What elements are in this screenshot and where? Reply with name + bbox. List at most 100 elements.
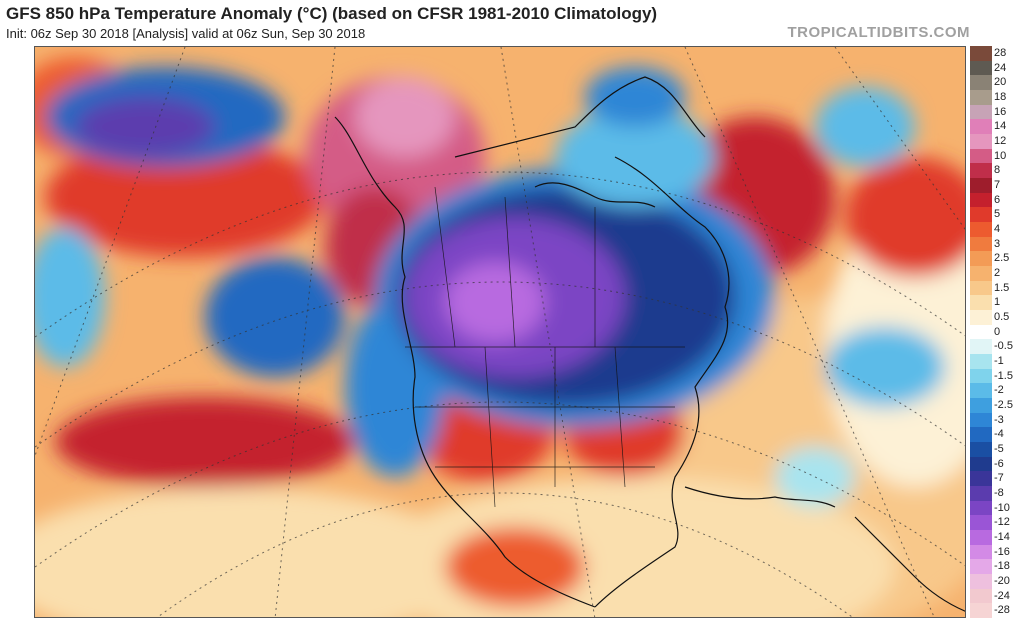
legend-item: -2.5 (970, 398, 1024, 413)
legend-label: -28 (994, 604, 1010, 617)
legend-item: -7 (970, 471, 1024, 486)
legend-label: -20 (994, 575, 1010, 587)
legend-label: 16 (994, 105, 1007, 118)
legend-label: -1 (994, 355, 1004, 367)
legend-swatch (970, 530, 992, 545)
legend-swatch (970, 148, 992, 164)
anomaly-map (34, 46, 966, 618)
legend-swatch (970, 192, 992, 208)
legend-item: 3 (970, 236, 1024, 252)
legend-swatch (970, 75, 992, 90)
legend-item: -12 (970, 515, 1024, 530)
legend-item: 0 (970, 324, 1024, 340)
legend-item: -14 (970, 530, 1024, 545)
legend-item: -6 (970, 456, 1024, 472)
legend-swatch (970, 500, 992, 516)
legend-label: -7 (994, 472, 1004, 485)
legend-item: -0.5 (970, 339, 1024, 354)
legend-swatch (970, 236, 992, 252)
legend-item: -10 (970, 500, 1024, 516)
legend-label: 0.5 (994, 311, 1010, 323)
legend-swatch (970, 427, 992, 442)
legend-item: 14 (970, 119, 1024, 134)
legend-label: 24 (994, 61, 1007, 74)
brand-watermark: TROPICALTIDBITS.COM (787, 24, 970, 41)
political-borders (405, 186, 685, 508)
legend-label: -5 (994, 443, 1004, 455)
legend-swatch (970, 295, 992, 310)
legend-label: -8 (994, 487, 1004, 499)
legend-item: 1 (970, 295, 1024, 310)
legend-swatch (970, 222, 992, 237)
map-graphic (35, 47, 965, 617)
legend-swatch (970, 60, 992, 76)
legend-label: 1.5 (994, 281, 1010, 294)
legend-item: -20 (970, 574, 1024, 589)
legend-swatch (970, 90, 992, 105)
legend-label: -24 (994, 589, 1010, 602)
legend-item: -2 (970, 383, 1024, 398)
legend-label: 5 (994, 208, 1001, 221)
legend-swatch (970, 251, 992, 266)
legend-item: 7 (970, 178, 1024, 193)
legend-swatch (970, 339, 992, 354)
legend-swatch (970, 574, 992, 589)
legend-label: -2.5 (994, 399, 1013, 411)
legend-label: -2 (994, 384, 1004, 397)
legend-label: 4 (994, 223, 1001, 235)
legend-item: 8 (970, 163, 1024, 178)
legend-swatch (970, 412, 992, 428)
legend-label: 3 (994, 237, 1001, 250)
legend-swatch (970, 178, 992, 193)
legend-item: -8 (970, 486, 1024, 501)
legend-item: -3 (970, 412, 1024, 428)
legend-item: -1.5 (970, 368, 1024, 384)
legend-label: 18 (994, 91, 1007, 103)
legend-swatch (970, 471, 992, 486)
legend-item: 2.5 (970, 251, 1024, 266)
legend-item: 1.5 (970, 280, 1024, 296)
color-legend: 28 24 20 18 16 14 12 10 8 7 6 5 4 3 2.5 2 1.5 1 0.5 0 -0.5 -1… (970, 46, 1024, 618)
legend-label: 20 (994, 76, 1007, 89)
legend-item: 2 (970, 266, 1024, 281)
legend-item: 28 (970, 46, 1024, 61)
legend-swatch (970, 544, 992, 560)
map-subtitle: Init: 06z Sep 30 2018 [Analysis] valid a… (6, 26, 366, 41)
legend-swatch (970, 559, 992, 574)
legend-swatch (970, 442, 992, 457)
legend-item: 6 (970, 192, 1024, 208)
legend-item: -5 (970, 442, 1024, 457)
legend-label: 14 (994, 120, 1007, 133)
legend-item: -24 (970, 588, 1024, 604)
legend-label: -1.5 (994, 369, 1013, 382)
legend-item: 24 (970, 60, 1024, 76)
legend-item: -4 (970, 427, 1024, 442)
legend-item: 5 (970, 207, 1024, 222)
legend-swatch (970, 368, 992, 384)
legend-swatch (970, 119, 992, 134)
legend-label: 12 (994, 135, 1007, 147)
legend-label: 2.5 (994, 252, 1010, 265)
legend-swatch (970, 324, 992, 340)
legend-label: -16 (994, 545, 1010, 558)
legend-label: -3 (994, 413, 1004, 426)
legend-label: -12 (994, 516, 1010, 529)
legend-swatch (970, 603, 992, 618)
legend-swatch (970, 104, 992, 120)
legend-swatch (970, 280, 992, 296)
legend-label: 10 (994, 149, 1007, 162)
legend-item: -28 (970, 603, 1024, 618)
legend-swatch (970, 354, 992, 369)
legend-label: 7 (994, 179, 1001, 191)
legend-item: 12 (970, 134, 1024, 149)
legend-label: 28 (994, 47, 1007, 59)
legend-swatch (970, 207, 992, 222)
legend-swatch (970, 383, 992, 398)
legend-item: 0.5 (970, 310, 1024, 325)
legend-swatch (970, 398, 992, 413)
legend-swatch (970, 456, 992, 472)
legend-swatch (970, 515, 992, 530)
legend-label: 2 (994, 267, 1001, 279)
legend-label: 8 (994, 164, 1001, 177)
legend-item: 20 (970, 75, 1024, 90)
